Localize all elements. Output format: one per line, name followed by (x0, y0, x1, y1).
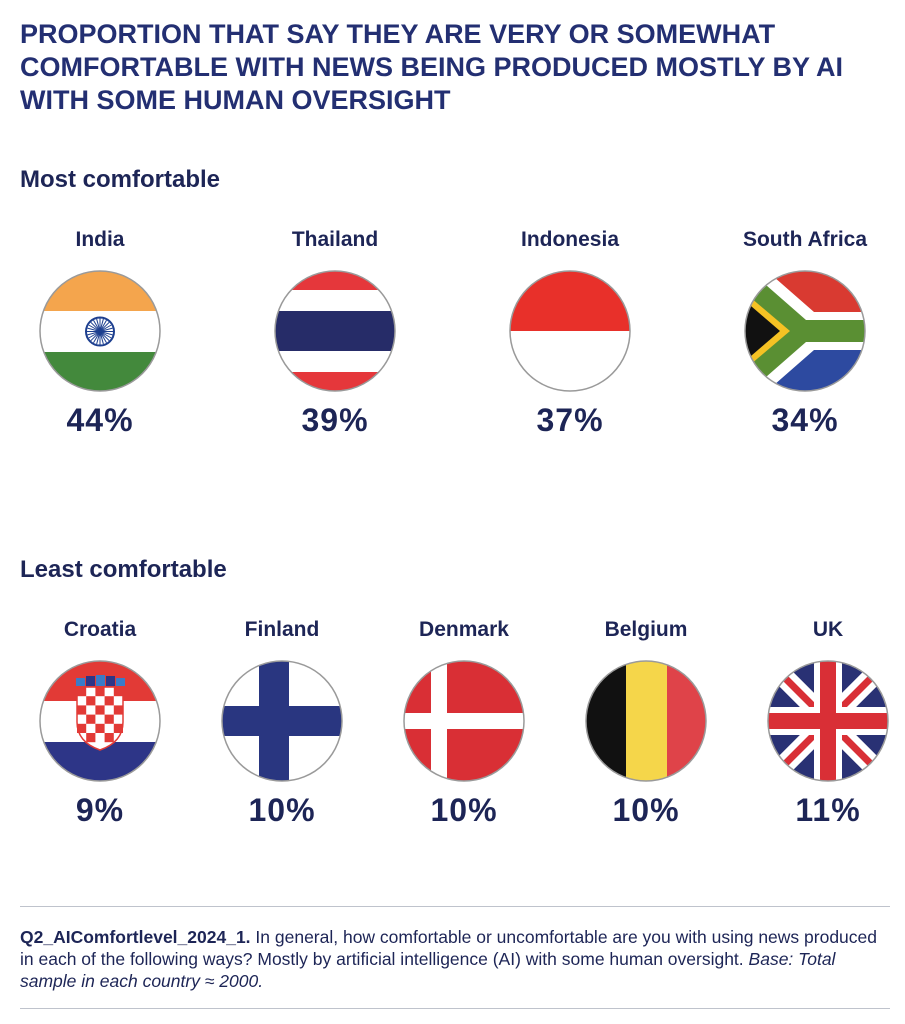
country-name: Thailand (291, 228, 379, 251)
value-label: 10% (248, 792, 316, 828)
value-label: 10% (430, 792, 498, 828)
value-label: 9% (75, 792, 125, 828)
chakra-spoke (87, 331, 101, 336)
chart-title: PROPORTION THAT SAY THEY ARE VERY OR SOM… (20, 19, 844, 115)
footnote-base: Base: Total sample in each country ≈ 200… (20, 949, 836, 991)
country-name: India (75, 228, 125, 251)
checker-square (104, 733, 114, 743)
chakra-spoke (99, 318, 104, 332)
country-tile-indonesia: Indonesia 37% (470, 226, 670, 439)
chakra-spoke (93, 319, 101, 332)
checker-square (113, 687, 123, 697)
indonesia-flag-icon (509, 270, 631, 392)
footnote-question-text: In general, how comfortable or uncomfort… (20, 927, 878, 969)
checker-square (104, 714, 114, 724)
uk-flag-icon (767, 660, 889, 782)
footnote-question-id: Q2_AIComfortlevel_2024_1. (20, 927, 251, 947)
country-tile-finland: Finland 10% (182, 616, 382, 829)
section-heading-most: Most comfortable (20, 166, 221, 193)
checker-square (77, 705, 87, 715)
checker-square (86, 714, 96, 724)
chakra-spoke (99, 319, 107, 332)
india-flag-icon (39, 270, 161, 392)
chakra-spoke (96, 331, 101, 345)
chakra-spoke (88, 324, 101, 332)
country-name: Croatia (63, 618, 137, 641)
country-tile-belgium: Belgium 10% (546, 616, 746, 829)
footnote: Q2_AIComfortlevel_2024_1. In general, ho… (20, 926, 890, 992)
footnote-bottom-divider (20, 1008, 890, 1009)
value-label: 37% (536, 402, 604, 438)
value-label: 44% (66, 402, 134, 438)
checker-square (77, 723, 87, 733)
country-tile-india: India 44% (0, 226, 200, 439)
value-label: 11% (795, 792, 861, 828)
country-name: Belgium (604, 618, 688, 641)
belgium-flag-icon (585, 660, 707, 782)
chakra-spoke (99, 331, 107, 344)
chakra-spoke (96, 318, 101, 332)
finland-flag-icon (221, 660, 343, 782)
country-tile-south-africa: South Africa 34% (705, 226, 905, 439)
footnote-top-divider (20, 906, 890, 907)
country-name: Denmark (419, 618, 509, 641)
section-heading-least: Least comfortable (20, 556, 227, 583)
checker-square (95, 687, 105, 697)
checker-square (86, 696, 96, 706)
chakra-spoke (99, 331, 104, 345)
checker-square (113, 723, 123, 733)
country-name: South Africa (742, 228, 868, 251)
chakra-spoke (87, 327, 101, 332)
value-label: 39% (301, 402, 369, 438)
chakra-spoke (99, 331, 112, 339)
chakra-spoke (90, 331, 101, 342)
checker-square (95, 705, 105, 715)
checker-square (104, 696, 114, 706)
south-africa-flag-icon (744, 270, 866, 392)
country-tile-thailand: Thailand 39% (235, 226, 435, 439)
chakra-spoke (93, 331, 101, 344)
value-label: 34% (771, 402, 839, 438)
checker-square (113, 705, 123, 715)
checker-square (95, 723, 105, 733)
thailand-flag-icon (274, 270, 396, 392)
country-name: UK (812, 618, 844, 641)
value-label: 10% (612, 792, 680, 828)
country-tile-uk: UK 11% (728, 616, 905, 829)
checker-square (77, 687, 87, 697)
chakra-spoke (90, 321, 101, 332)
country-name: Finland (244, 618, 320, 641)
checker-square (86, 733, 96, 743)
chakra-spoke (99, 327, 113, 332)
chakra-spoke (88, 331, 101, 339)
denmark-flag-icon (403, 660, 525, 782)
chakra-spoke (99, 331, 113, 336)
country-tile-croatia: Croatia 9% (0, 616, 200, 829)
country-tile-denmark: Denmark 10% (364, 616, 564, 829)
chakra-spoke (99, 331, 110, 342)
chakra-spoke (99, 324, 112, 332)
chakra-spoke (99, 321, 110, 332)
country-name: Indonesia (520, 228, 620, 251)
croatia-flag-icon (39, 660, 161, 782)
